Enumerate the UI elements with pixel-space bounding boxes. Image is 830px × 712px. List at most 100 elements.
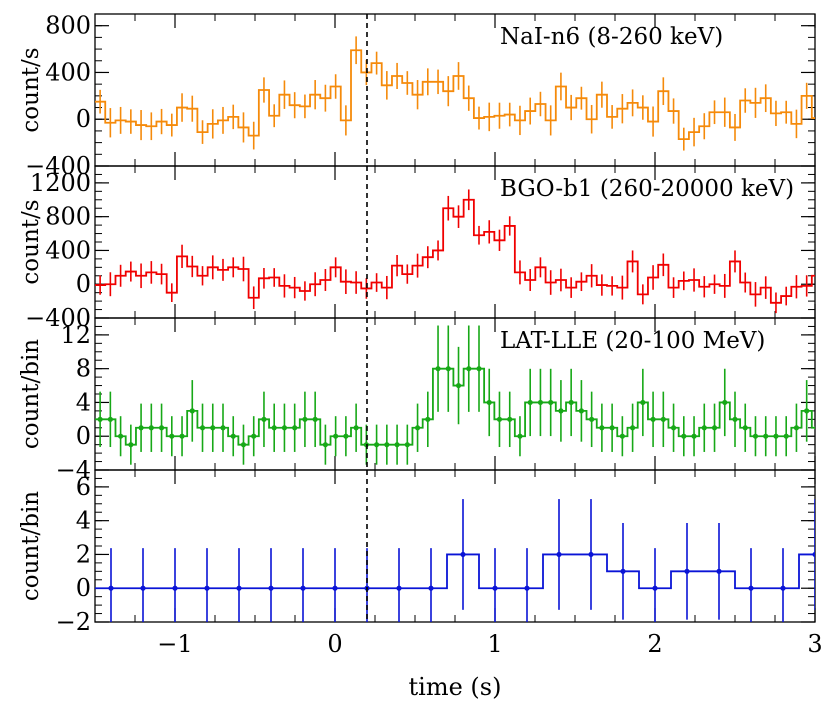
y-tick-label: −2 (56, 608, 91, 636)
x-axis-label: time (s) (409, 673, 502, 701)
data-point (312, 416, 318, 422)
data-point (558, 408, 564, 414)
data-point (670, 425, 677, 431)
data-point (251, 433, 257, 439)
data-point (118, 433, 124, 439)
data-point (578, 408, 585, 414)
data-point (742, 425, 748, 431)
data-point (548, 399, 554, 406)
data-point (425, 416, 431, 422)
data-point (825, 425, 830, 430)
data-point (681, 433, 687, 439)
data-point (220, 425, 226, 431)
data-point (97, 416, 103, 422)
data-point (455, 382, 462, 389)
data-point (599, 425, 605, 431)
data-point (524, 585, 530, 591)
data-point (507, 416, 513, 422)
data-point (404, 442, 410, 448)
data-point (210, 425, 216, 431)
data-point (268, 585, 274, 591)
data-point (445, 366, 451, 372)
data-point (619, 433, 625, 439)
y-tick-label: 0 (76, 574, 91, 602)
data-point (711, 425, 718, 431)
data-point (460, 551, 466, 558)
data-point (414, 425, 421, 431)
y-tick-label: 6 (76, 473, 91, 501)
series-group (95, 325, 830, 465)
data-point (814, 426, 815, 430)
panel-4: −2 0 2 4 6 count/bin (18, 469, 816, 636)
data-point (281, 425, 288, 431)
data-point (332, 585, 338, 591)
y-tick-label: 0 (76, 105, 91, 133)
panel-title: BGO-b1 (260-20000 keV) (500, 176, 794, 202)
data-point (261, 416, 267, 422)
y-axis-label: count/bin (18, 491, 44, 601)
data-point (396, 585, 402, 591)
data-point (333, 433, 339, 439)
data-point (140, 585, 146, 591)
data-point (527, 399, 533, 406)
y-axis-label: count/bin (18, 339, 44, 449)
panel-3: −4 0 4 8 12 count/bin LAT-LLE (20-100 MeV) (18, 317, 830, 484)
y-tick-label: −4 (56, 456, 91, 484)
data-point (748, 585, 754, 591)
data-point (660, 416, 666, 422)
data-point (492, 585, 498, 591)
data-point (783, 433, 789, 439)
data-point (322, 442, 328, 448)
data-point (537, 399, 544, 406)
panel-title: LAT-LLE (20-100 MeV) (500, 328, 765, 354)
data-point (812, 551, 815, 558)
y-tick-label: 0 (76, 270, 91, 298)
data-point (179, 433, 185, 439)
x-tick-label: 1 (487, 630, 502, 658)
data-point (752, 433, 759, 439)
data-point (384, 442, 390, 448)
data-point (435, 366, 441, 372)
data-point (722, 399, 728, 406)
data-point (189, 408, 195, 414)
x-tick-label: 2 (647, 630, 662, 658)
data-point (374, 442, 380, 448)
data-point (701, 425, 707, 431)
y-tick-label: 4 (76, 507, 91, 535)
y-tick-label: 1200 (30, 169, 91, 197)
y-tick-label: 0 (76, 422, 91, 450)
data-point (476, 366, 482, 372)
y-tick-label: −400 (25, 152, 91, 180)
y-tick-label: 4 (76, 388, 91, 416)
y-tick-label: 2 (76, 540, 91, 568)
y-tick-label: −400 (25, 304, 91, 332)
data-point (172, 585, 178, 591)
data-point (302, 416, 308, 422)
series-group (95, 36, 815, 151)
y-tick-label: 400 (45, 236, 91, 264)
data-point (568, 399, 574, 406)
data-point (763, 433, 769, 439)
data-point (486, 399, 492, 406)
x-tick-label: 0 (327, 630, 342, 658)
panel-frame (94, 469, 816, 623)
data-point (691, 433, 697, 439)
data-point (620, 568, 626, 574)
data-point (240, 442, 247, 448)
data-point (640, 399, 646, 406)
data-point (652, 585, 658, 591)
data-point (517, 433, 523, 439)
y-axis-label: count/s (18, 47, 44, 132)
data-point (466, 366, 472, 372)
data-point (630, 425, 636, 431)
data-point (199, 425, 206, 431)
y-tick-label: 400 (45, 58, 91, 86)
series-line (95, 198, 815, 304)
x-tick-label: 3 (807, 630, 822, 658)
series-line (95, 367, 815, 446)
data-point (236, 585, 242, 591)
data-point (107, 416, 113, 422)
data-point (204, 585, 210, 591)
